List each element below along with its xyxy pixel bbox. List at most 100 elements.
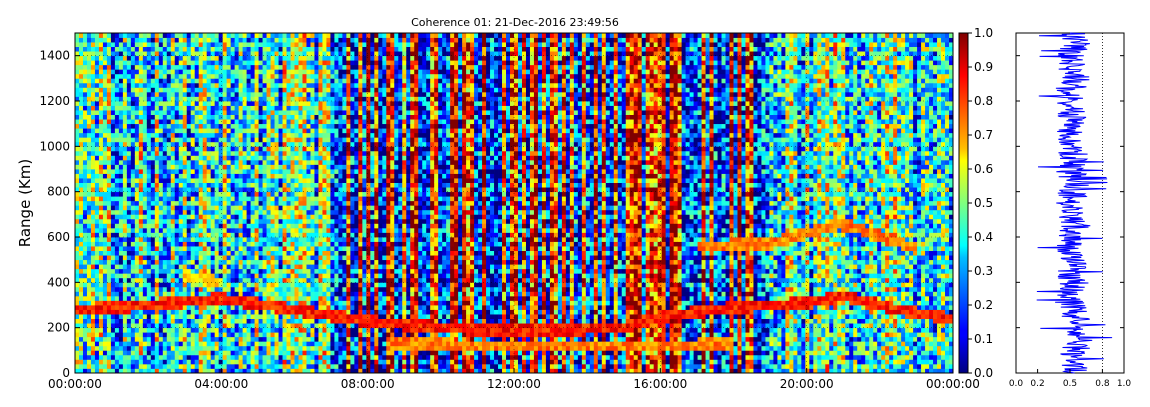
heatmap-cell [102,250,108,256]
heatmap-cell [194,255,200,261]
heatmap-cell [75,318,80,324]
heatmap-cell [314,309,319,315]
heatmap-cell [122,363,128,369]
heatmap-cell [330,295,335,301]
heatmap-cell [250,200,255,206]
heatmap-cell [154,314,160,319]
heatmap-cell [314,318,319,324]
heatmap-cell [102,282,108,288]
heatmap-cell [254,132,259,138]
heatmap-cell [218,37,224,43]
heatmap-cell [150,255,156,261]
heatmap-cell [302,132,307,138]
heatmap-cell [314,264,319,270]
heatmap-cell [126,200,132,206]
heatmap-cell [218,105,224,111]
heatmap-cell [170,178,176,183]
heatmap-cell [182,42,188,47]
heatmap-cell [246,277,251,283]
heatmap-cell [166,323,172,329]
heatmap-cell [75,255,80,261]
heatmap-cell [298,101,303,106]
heatmap-cell [314,218,319,224]
heatmap-cell [226,368,232,374]
heatmap-cell [98,368,104,374]
heatmap-cell [298,60,303,66]
heatmap-cell [318,187,323,193]
heatmap-cell [114,150,120,156]
heatmap-cell [158,101,164,106]
heatmap-cell [150,341,156,347]
heatmap-cell [158,51,164,57]
heatmap-cell [326,132,331,138]
heatmap-cell [266,232,271,238]
heatmap-cell [170,37,176,43]
heatmap-cell [282,259,287,265]
heatmap-cell [142,169,148,174]
heatmap-cell [242,110,248,115]
heatmap-cell [210,200,216,206]
heatmap-cell [290,91,295,97]
heatmap-cell [162,42,168,47]
heatmap-cell [246,87,251,93]
heatmap-cell [202,282,208,288]
heatmap-cell [122,209,128,215]
heatmap-cell [94,60,100,66]
heatmap-cell [86,255,92,261]
heatmap-cell [194,164,200,170]
heatmap-cell [166,264,172,270]
heatmap-cell [318,64,323,70]
heatmap-cell [134,37,140,43]
heatmap-cell [338,223,343,229]
heatmap-cell [250,60,255,66]
heatmap-cell [238,264,244,270]
heatmap-cell [94,205,100,211]
heatmap-cell [190,173,196,179]
heatmap-cell [322,159,327,165]
heatmap-cell [114,173,120,179]
heatmap-cell [206,345,212,351]
heatmap-cell [90,205,96,211]
heatmap-cell [142,78,148,84]
heatmap-cell [326,273,331,279]
heatmap-cell [202,314,208,319]
heatmap-cell [338,354,343,360]
heatmap-cell [178,173,184,179]
heatmap-cell [102,191,108,197]
heatmap-cell [254,37,259,43]
heatmap-cell [278,237,283,242]
heatmap-cell [162,232,168,238]
heatmap-cell [182,178,188,183]
heatmap-cell [138,141,144,147]
heatmap-cell [106,277,112,283]
heatmap-cell [102,227,108,233]
heatmap-cell [306,291,311,297]
heatmap-cell [318,146,323,152]
heatmap-cell [254,33,259,38]
heatmap-cell [90,55,96,61]
heatmap-cell [270,223,275,229]
heatmap-cell [266,128,271,134]
heatmap-cell [286,33,291,38]
heatmap-cell [126,141,132,147]
heatmap-cell [226,264,232,270]
heatmap-cell [82,264,88,270]
heatmap-cell [186,264,192,270]
heatmap-cell [106,323,112,329]
heatmap-cell [198,273,204,279]
heatmap-cell [170,227,176,233]
heatmap-cell [290,46,295,52]
heatmap-cell [258,150,263,156]
heatmap-cell [234,300,240,306]
heatmap-cell [230,277,236,283]
heatmap-cell [118,173,124,179]
heatmap-cell [190,123,196,129]
heatmap-cell [158,246,164,251]
heatmap-cell [102,164,108,170]
heatmap-cell [174,336,180,342]
heatmap-cell [230,255,236,261]
heatmap-cell [274,141,279,147]
heatmap-cell [106,78,112,84]
heatmap-cell [314,350,319,356]
heatmap-cell [174,200,180,206]
